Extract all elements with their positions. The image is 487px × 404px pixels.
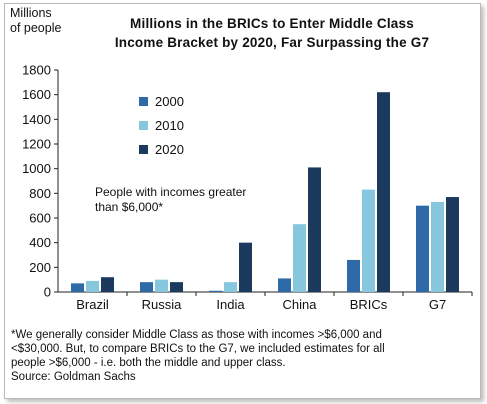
- legend-swatch-2000: [139, 97, 148, 106]
- legend-swatch-2010: [139, 121, 148, 130]
- legend-swatch-2020: [139, 145, 148, 154]
- chart-title: Millions in the BRICs to Enter Middle Cl…: [72, 14, 472, 52]
- annotation-line-2: than $6,000*: [95, 200, 164, 214]
- y-tick-label: 800: [29, 186, 51, 201]
- y-tick-label: 400: [29, 235, 51, 250]
- chart-frame: [4, 3, 481, 399]
- bar-brics-2020: [377, 92, 390, 292]
- bar-brics-2000: [347, 259, 360, 292]
- bar-russia-2020: [170, 282, 183, 292]
- bar-russia-2010: [155, 279, 168, 292]
- footnote-line-2: <$30,000. But, to compare BRICs to the G…: [11, 343, 385, 355]
- footnote-line-1: *We generally consider Middle Class as t…: [11, 329, 382, 341]
- bar-g7-2020: [446, 197, 459, 292]
- y-tick-label: 200: [29, 260, 51, 275]
- chart-annotation: People with incomes greater than $6,000*: [95, 185, 246, 215]
- bar-india-2000: [209, 290, 222, 292]
- y-tick-label: 1200: [22, 137, 51, 152]
- bar-china-2010: [293, 224, 306, 292]
- footnote-line-3: people >$6,000 - i.e. both the middle an…: [11, 357, 286, 369]
- bar-india-2010: [224, 282, 237, 292]
- x-tick-label: India: [216, 297, 245, 312]
- y-tick-label: 1000: [22, 161, 51, 176]
- x-tick-label: G7: [429, 297, 446, 312]
- y-axis-label-line-2: of people: [10, 21, 62, 35]
- chart-title-line-2: Income Bracket by 2020, Far Surpassing t…: [114, 35, 430, 50]
- bar-brics-2010: [362, 189, 375, 292]
- y-axis-label-line-1: Millions: [10, 6, 52, 20]
- bar-g7-2000: [416, 205, 429, 292]
- bar-india-2020: [239, 242, 252, 292]
- y-tick-label: 1600: [22, 87, 51, 102]
- source-note: Source: Goldman Sachs: [11, 371, 136, 383]
- bar-russia-2000: [140, 282, 153, 292]
- y-tick-label: 1400: [22, 112, 51, 127]
- bar-g7-2010: [431, 201, 444, 292]
- bar-china-2020: [308, 167, 321, 292]
- bar-china-2000: [278, 278, 291, 292]
- x-tick-label: BRICs: [350, 297, 388, 312]
- x-tick-label: China: [283, 297, 318, 312]
- legend-label-2010: 2010: [155, 118, 184, 133]
- bar-brazil-2010: [86, 280, 99, 292]
- legend-label-2000: 2000: [155, 94, 184, 109]
- y-tick-label: 1800: [22, 63, 51, 78]
- y-axis-label: Millions of people: [10, 6, 61, 36]
- x-tick-label: Brazil: [76, 297, 109, 312]
- x-tick-label: Russia: [142, 297, 183, 312]
- y-tick-label: 600: [29, 211, 51, 226]
- footnote: *We generally consider Middle Class as t…: [11, 328, 476, 384]
- bar-brazil-2000: [71, 283, 84, 292]
- annotation-line-1: People with incomes greater: [95, 185, 247, 199]
- chart-title-line-1: Millions in the BRICs to Enter Middle Cl…: [130, 16, 414, 31]
- legend-label-2020: 2020: [155, 142, 184, 157]
- bar-brazil-2020: [101, 277, 114, 292]
- y-tick-label: 0: [44, 285, 51, 300]
